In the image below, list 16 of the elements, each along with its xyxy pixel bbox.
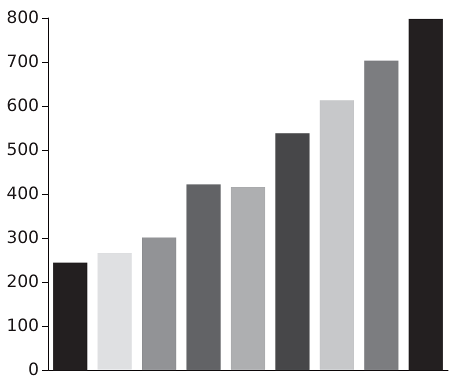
bar [142, 238, 176, 370]
y-tick-label: 400 [6, 184, 39, 204]
y-tick-label: 600 [6, 96, 39, 116]
y-tick-label: 300 [6, 228, 39, 248]
bar [364, 60, 398, 370]
y-tick-label: 200 [6, 272, 39, 292]
bar [230, 186, 266, 370]
y-tick-label: 500 [6, 140, 39, 160]
y-tick-label: 100 [6, 316, 39, 336]
bar [320, 100, 354, 370]
y-tick-label: 800 [6, 8, 39, 28]
y-tick-label: 700 [6, 52, 39, 72]
bar [98, 252, 132, 370]
y-tick-label: 0 [28, 360, 39, 380]
bar [275, 133, 310, 370]
bar [186, 184, 221, 370]
